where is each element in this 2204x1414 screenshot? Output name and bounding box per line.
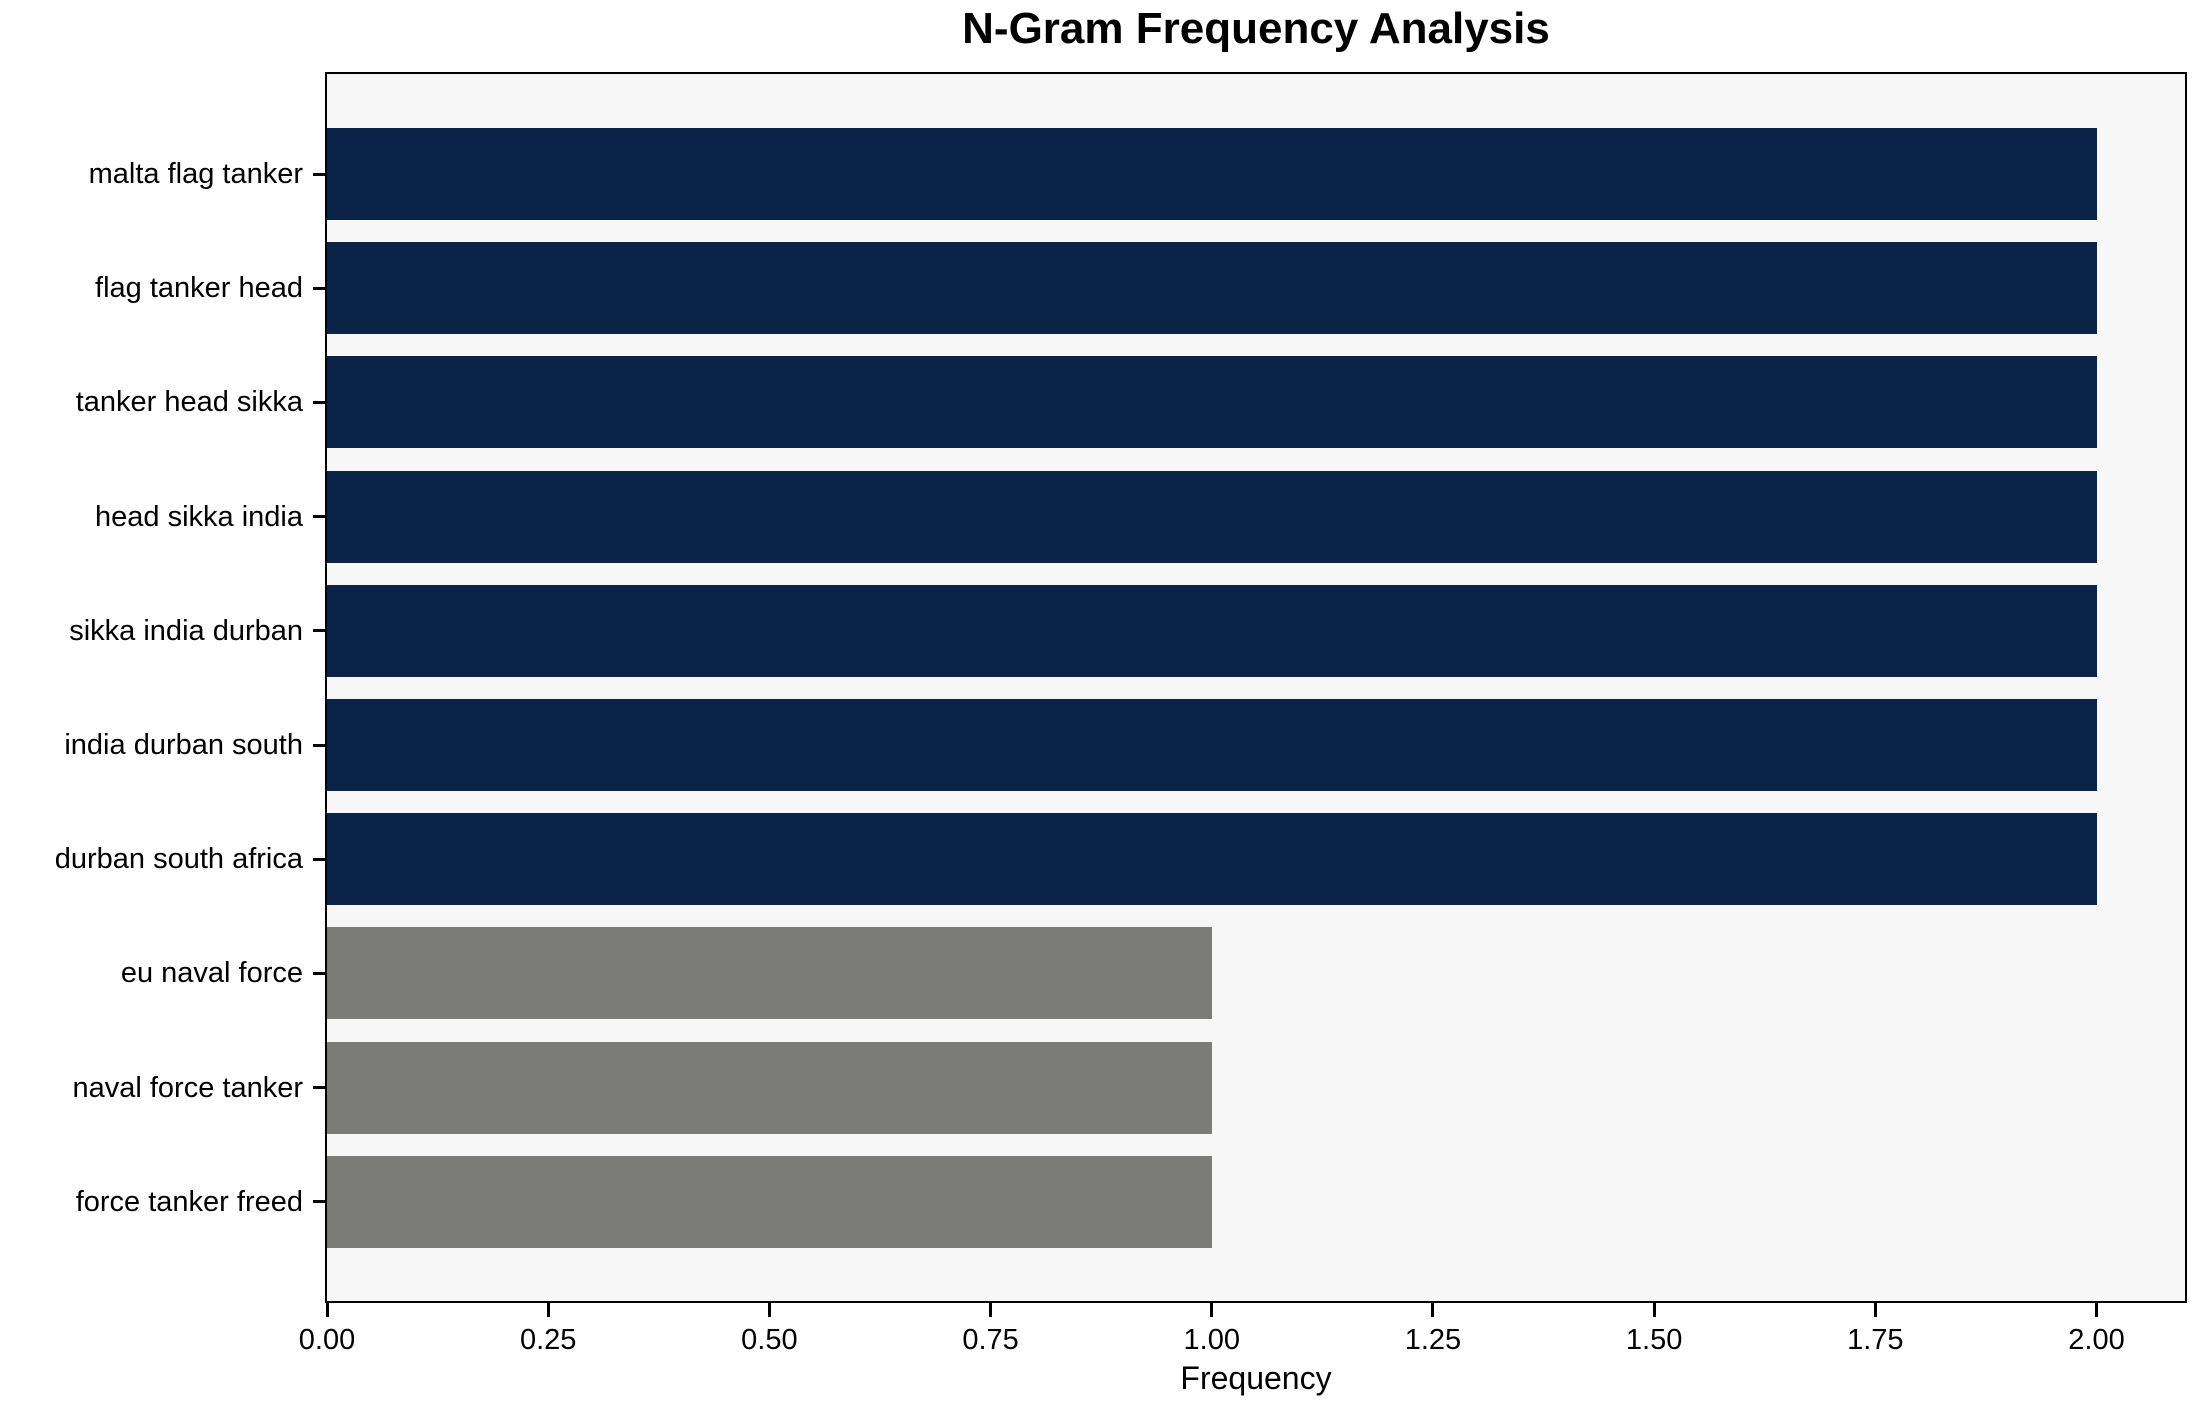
bar-malta-flag-tanker: [327, 128, 2097, 220]
bar-durban-south-africa: [327, 813, 2097, 906]
y-tick-label: sikka india durban: [69, 614, 303, 647]
y-tick-label: naval force tanker: [72, 1071, 303, 1104]
y-tick-label: flag tanker head: [95, 272, 303, 305]
y-tick-mark: [313, 172, 325, 176]
x-tick-mark: [546, 1303, 550, 1317]
x-tick-mark: [767, 1303, 771, 1317]
y-tick-label: india durban south: [64, 729, 303, 761]
y-tick-mark: [313, 629, 325, 633]
y-tick-label: eu naval force: [120, 957, 303, 990]
x-tick-label: 0.50: [741, 1324, 798, 1356]
y-tick-label: tanker head sikka: [75, 386, 303, 419]
x-tick-mark: [1652, 1303, 1656, 1317]
bar-flag-tanker-head: [327, 242, 2097, 335]
y-tick-mark: [313, 286, 325, 290]
x-tick-mark: [1210, 1303, 1214, 1317]
x-tick-label: 1.00: [1183, 1324, 1240, 1356]
y-tick-mark: [313, 1086, 325, 1090]
y-tick-mark: [313, 857, 325, 861]
y-tick-mark: [313, 1200, 325, 1204]
bar-tanker-head-sikka: [327, 356, 2097, 449]
x-tick-label: 1.75: [1847, 1324, 1904, 1356]
bar-sikka-india-durban: [327, 584, 2097, 677]
x-tick-mark: [1431, 1303, 1435, 1317]
x-tick-label: 1.50: [1625, 1324, 1683, 1356]
x-tick-label: 2.00: [2068, 1324, 2125, 1356]
bar-head-sikka-india: [327, 470, 2097, 563]
x-tick-mark: [989, 1303, 993, 1317]
y-tick-mark: [313, 400, 325, 404]
y-tick-label: durban south africa: [54, 843, 303, 876]
x-tick-label: 0.75: [962, 1324, 1019, 1356]
bar-force-tanker-freed: [327, 1155, 1212, 1248]
y-tick-label: force tanker freed: [75, 1185, 303, 1218]
y-tick-mark: [313, 971, 325, 975]
x-tick-mark: [325, 1303, 329, 1317]
plot-area: [313, 72, 2187, 1303]
y-tick-label: head sikka india: [95, 500, 303, 533]
x-tick-label: 0.00: [298, 1324, 356, 1356]
x-tick-mark: [2095, 1303, 2099, 1317]
y-tick-label: malta flag tanker: [88, 158, 303, 190]
chart-title: N-Gram Frequency Analysis: [962, 4, 1550, 53]
x-tick-label: 1.25: [1404, 1324, 1462, 1356]
x-tick-label: 0.25: [519, 1324, 577, 1356]
bar-eu-naval-force: [327, 927, 1212, 1020]
x-axis-label: Frequency: [1180, 1360, 1332, 1396]
bar-naval-force-tanker: [327, 1041, 1212, 1134]
y-tick-mark: [313, 515, 325, 519]
y-tick-mark: [313, 743, 325, 747]
bar-india-durban-south: [327, 699, 2097, 791]
x-tick-mark: [1873, 1303, 1877, 1317]
